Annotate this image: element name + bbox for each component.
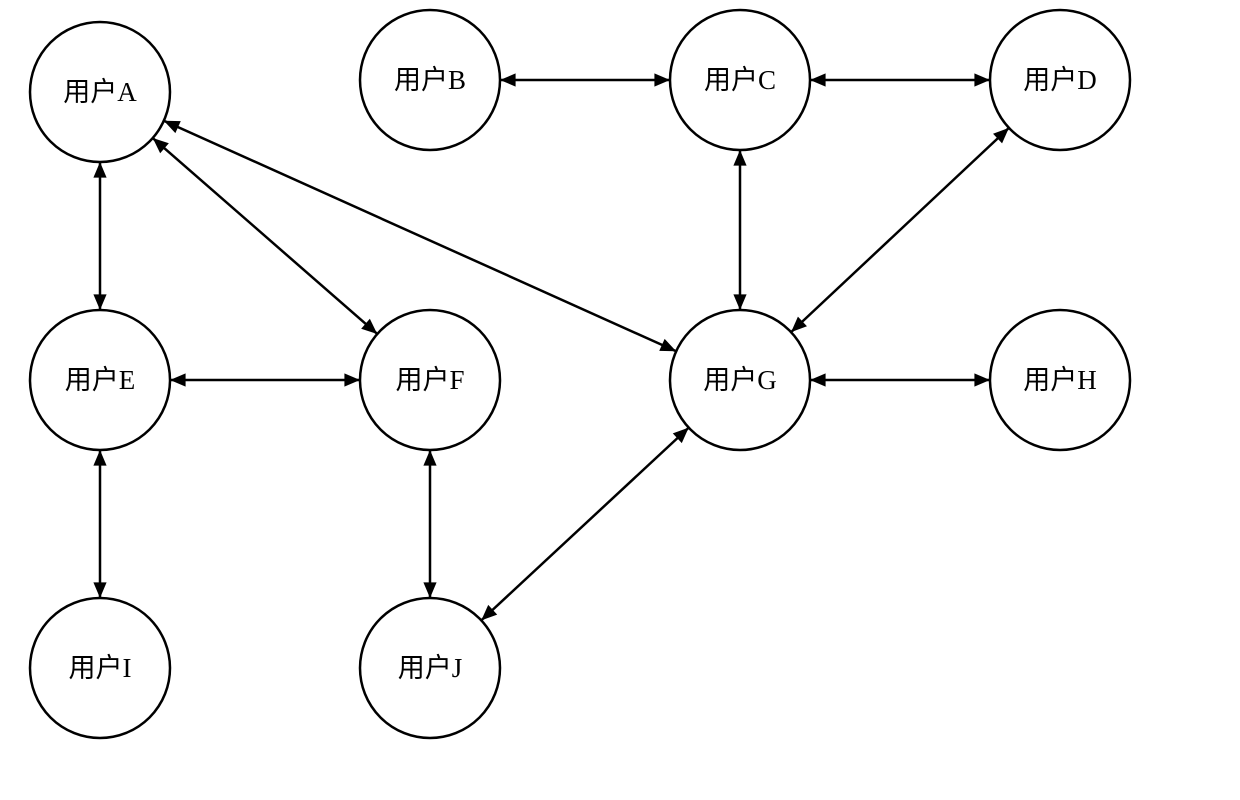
edge-G-J <box>481 428 688 621</box>
node-label-B: 用户B <box>394 65 466 95</box>
node-label-F: 用户F <box>395 365 464 395</box>
node-G: 用户G <box>670 310 810 450</box>
network-diagram: 用户A 用户B 用户C 用户D 用户E 用户F 用户G 用户H 用户I 用户J <box>0 0 1240 800</box>
node-F: 用户F <box>360 310 500 450</box>
node-label-H: 用户H <box>1023 365 1097 395</box>
node-label-J: 用户J <box>398 653 463 683</box>
node-H: 用户H <box>990 310 1130 450</box>
node-label-I: 用户I <box>69 653 132 683</box>
node-J: 用户J <box>360 598 500 738</box>
node-B: 用户B <box>360 10 500 150</box>
edge-D-G <box>791 128 1009 332</box>
node-label-A: 用户A <box>63 77 137 107</box>
node-E: 用户E <box>30 310 170 450</box>
edges-layer <box>93 73 1009 620</box>
nodes-layer: 用户A 用户B 用户C 用户D 用户E 用户F 用户G 用户H 用户I 用户J <box>30 10 1130 738</box>
node-C: 用户C <box>670 10 810 150</box>
node-A: 用户A <box>30 22 170 162</box>
node-I: 用户I <box>30 598 170 738</box>
node-label-C: 用户C <box>704 65 776 95</box>
node-label-G: 用户G <box>703 365 777 395</box>
node-label-D: 用户D <box>1023 65 1097 95</box>
node-D: 用户D <box>990 10 1130 150</box>
node-label-E: 用户E <box>65 365 136 395</box>
